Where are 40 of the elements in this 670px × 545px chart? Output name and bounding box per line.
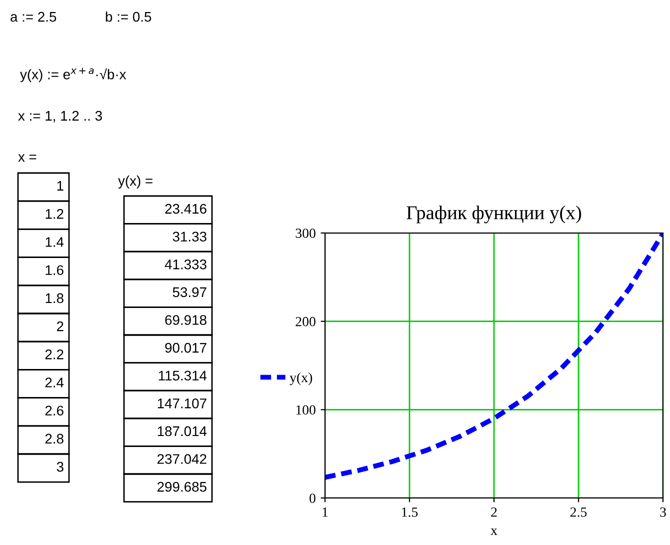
text: 2.6 (45, 406, 64, 416)
x-tick-label: 1.5 (402, 507, 418, 517)
text: 23.416 (165, 204, 206, 214)
text: 53.97 (172, 287, 206, 298)
text: 147.107 (158, 398, 206, 408)
text: 1 (57, 181, 64, 191)
text: 187.014 (158, 426, 207, 436)
text: 1.2 (46, 208, 64, 219)
text: 115.314 (158, 370, 207, 381)
text: 3 (56, 462, 64, 472)
text: b := 0.5 (106, 12, 152, 22)
y-tick-label: 300 (296, 228, 316, 238)
text: 41.333 (164, 259, 206, 270)
text: 237.042 (158, 454, 206, 464)
text: 69.918 (165, 315, 206, 325)
text: 2.8 (45, 434, 64, 444)
text: x := 1, 1.2 .. 3 (18, 110, 102, 122)
x-tick-label: 2.5 (570, 507, 587, 517)
x-axis-title: x (490, 528, 498, 535)
text: 1.6 (46, 265, 64, 276)
text: y(x) := e$^{x+a}$·√b·x (20, 68, 126, 82)
text: 31.33 (172, 232, 206, 242)
y-tick-label: 100 (296, 405, 316, 415)
text: 2.2 (45, 349, 64, 360)
x-tick-label: 3 (660, 507, 666, 517)
text: 2.4 (45, 378, 64, 388)
y-tick-label: 200 (296, 316, 316, 326)
legend-label: y(x) (290, 372, 312, 386)
x-tick-label: 2 (491, 507, 497, 517)
text: a := 2.5 (10, 12, 56, 22)
y-tick-label: 0 (310, 494, 316, 503)
chart-title: График функции y(x) (406, 206, 582, 224)
text: 1.4 (46, 237, 64, 247)
text: 2 (56, 321, 64, 332)
text: x = (18, 154, 36, 162)
text: 1.8 (46, 293, 64, 304)
x-tick-label: 1 (322, 507, 328, 517)
text: y(x) = (118, 176, 152, 188)
text: 299.685 (158, 482, 206, 492)
text: 90.017 (165, 342, 206, 353)
